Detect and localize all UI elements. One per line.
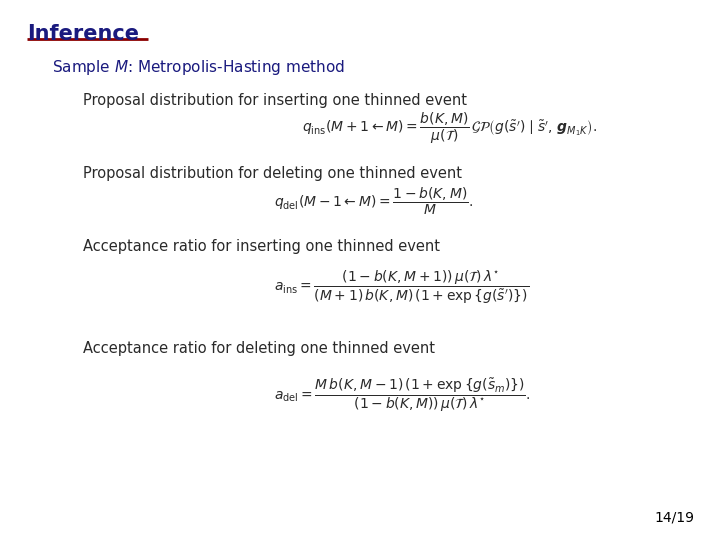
Text: $q_{\mathrm{ins}}(M+1 \leftarrow M) = \dfrac{b(K,M)}{\mu(\mathcal{T})}\, \mathca: $q_{\mathrm{ins}}(M+1 \leftarrow M) = \d… <box>302 111 598 146</box>
Text: $a_{\mathrm{ins}} = \dfrac{(1-b(K,M+1))\,\mu(\mathcal{T})\,\lambda^{\star}}{(M+1: $a_{\mathrm{ins}} = \dfrac{(1-b(K,M+1))\… <box>274 269 528 306</box>
Text: Inference: Inference <box>27 24 140 44</box>
Text: Proposal distribution for inserting one thinned event: Proposal distribution for inserting one … <box>83 93 467 108</box>
Text: Proposal distribution for deleting one thinned event: Proposal distribution for deleting one t… <box>83 166 462 181</box>
Text: 14/19: 14/19 <box>654 511 695 525</box>
Text: Sample $\mathit{M}$: Metropolis-Hasting method: Sample $\mathit{M}$: Metropolis-Hasting … <box>52 58 345 77</box>
Text: Acceptance ratio for inserting one thinned event: Acceptance ratio for inserting one thinn… <box>83 239 440 254</box>
Text: $a_{\mathrm{del}} = \dfrac{M\,b(K,M-1)\,(1+\exp\{g(\tilde{s}_m)\})}{(1-b(K,M))\,: $a_{\mathrm{del}} = \dfrac{M\,b(K,M-1)\,… <box>274 377 530 414</box>
Text: $q_{\mathrm{del}}(M-1 \leftarrow M) = \dfrac{1-b(K,M)}{M}.$: $q_{\mathrm{del}}(M-1 \leftarrow M) = \d… <box>274 186 472 217</box>
Text: Acceptance ratio for deleting one thinned event: Acceptance ratio for deleting one thinne… <box>83 341 435 356</box>
